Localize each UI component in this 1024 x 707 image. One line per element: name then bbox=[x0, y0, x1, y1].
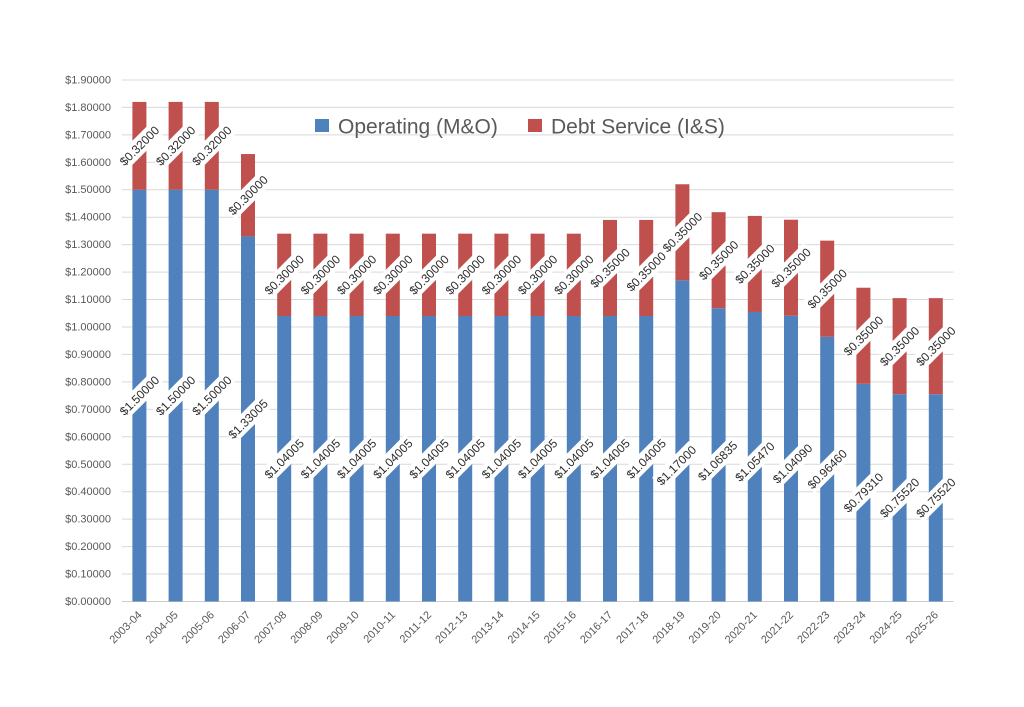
svg-text:$0.70000: $0.70000 bbox=[65, 404, 111, 416]
svg-text:$1.20000: $1.20000 bbox=[65, 267, 111, 279]
svg-text:$1.90000: $1.90000 bbox=[65, 75, 111, 87]
svg-text:$0.10000: $0.10000 bbox=[65, 569, 111, 581]
svg-text:Debt Service (I&S): Debt Service (I&S) bbox=[551, 116, 725, 139]
svg-text:$0.50000: $0.50000 bbox=[65, 459, 111, 471]
svg-text:$1.80000: $1.80000 bbox=[65, 102, 111, 114]
svg-text:$1.60000: $1.60000 bbox=[65, 157, 111, 169]
svg-text:$1.70000: $1.70000 bbox=[65, 129, 111, 141]
svg-text:$0.20000: $0.20000 bbox=[65, 541, 111, 553]
svg-text:$0.80000: $0.80000 bbox=[65, 376, 111, 388]
svg-text:$1.10000: $1.10000 bbox=[65, 294, 111, 306]
svg-text:$0.40000: $0.40000 bbox=[65, 486, 111, 498]
svg-text:$0.60000: $0.60000 bbox=[65, 431, 111, 443]
svg-text:$0.30000: $0.30000 bbox=[65, 514, 111, 526]
svg-text:$0.90000: $0.90000 bbox=[65, 349, 111, 361]
svg-text:$1.40000: $1.40000 bbox=[65, 212, 111, 224]
svg-text:Operating (M&O): Operating (M&O) bbox=[338, 116, 498, 139]
svg-text:$1.00000: $1.00000 bbox=[65, 322, 111, 334]
svg-text:$1.50000: $1.50000 bbox=[65, 184, 111, 196]
svg-text:$1.30000: $1.30000 bbox=[65, 239, 111, 251]
svg-text:$0.00000: $0.00000 bbox=[65, 596, 111, 608]
